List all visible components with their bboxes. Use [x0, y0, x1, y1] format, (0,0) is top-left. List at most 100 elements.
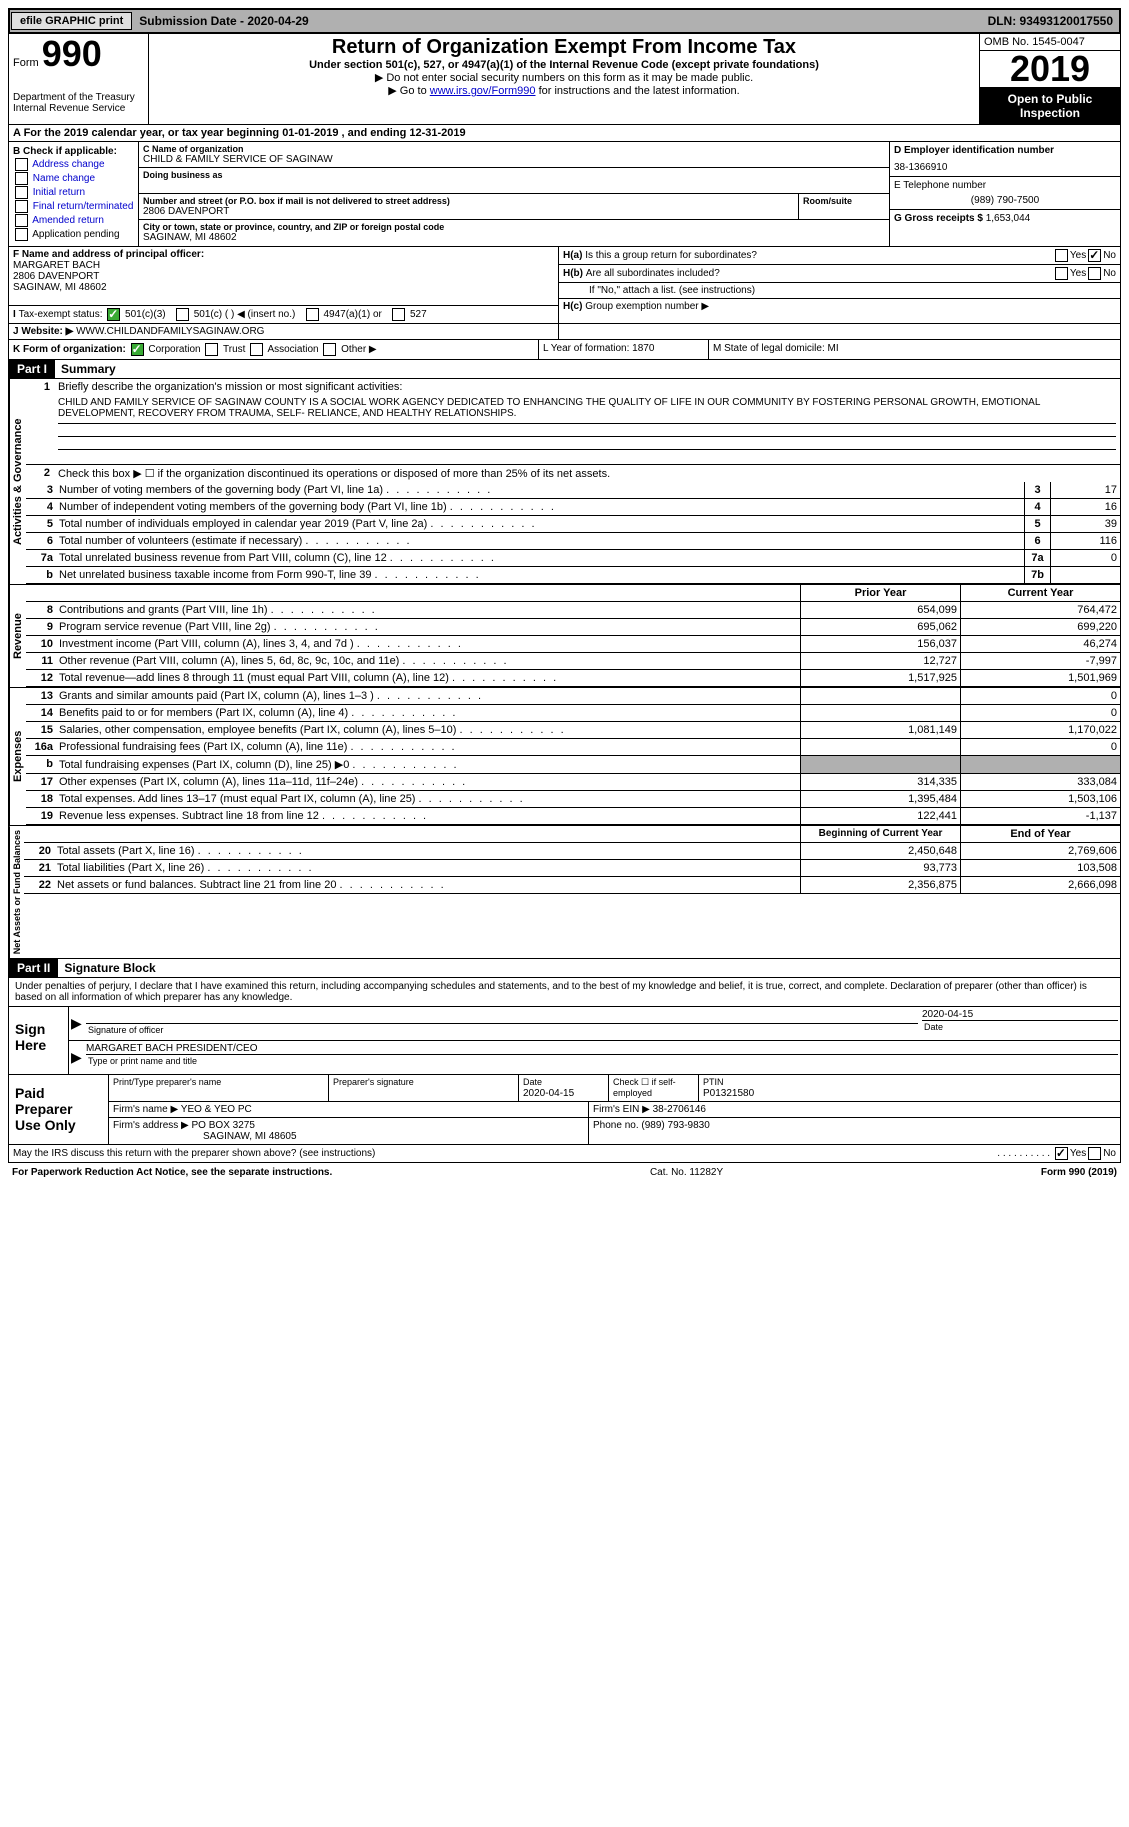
box-fh: F Name and address of principal officer:…	[8, 247, 1121, 324]
website[interactable]: WWW.CHILDANDFAMILYSAGINAW.ORG	[76, 326, 264, 337]
department: Department of the Treasury Internal Reve…	[13, 92, 144, 114]
open-to-public: Open to Public Inspection	[980, 88, 1120, 124]
sign-here-label: Sign Here	[9, 1007, 69, 1074]
summary-line: 6Total number of volunteers (estimate if…	[26, 533, 1120, 550]
irs-link[interactable]: www.irs.gov/Form990	[430, 85, 536, 97]
top-bar: efile GRAPHIC print Submission Date - 20…	[8, 8, 1121, 34]
data-line: 22Net assets or fund balances. Subtract …	[24, 877, 1120, 894]
firm-name: YEO & YEO PC	[181, 1104, 252, 1115]
chk-association[interactable]	[250, 343, 263, 356]
form-label: Form	[13, 57, 39, 69]
discuss-yes[interactable]	[1055, 1147, 1068, 1160]
data-line: 8Contributions and grants (Part VIII, li…	[26, 602, 1120, 619]
opt-application-pending[interactable]: Application pending	[13, 228, 134, 241]
ha-yes[interactable]	[1055, 249, 1068, 262]
room-label: Room/suite	[803, 196, 885, 206]
row-a-tax-year: A For the 2019 calendar year, or tax yea…	[8, 125, 1121, 142]
summary-line: 7aTotal unrelated business revenue from …	[26, 550, 1120, 567]
org-name-label: C Name of organization	[143, 144, 885, 154]
data-line: 12Total revenue—add lines 8 through 11 (…	[26, 670, 1120, 687]
data-line: 17Other expenses (Part IX, column (A), l…	[26, 774, 1120, 791]
netassets-header: Beginning of Current Year End of Year	[24, 826, 1120, 843]
arrow-icon: ▶	[69, 1007, 84, 1040]
address: 2806 DAVENPORT	[143, 206, 794, 217]
ha-no[interactable]	[1088, 249, 1101, 262]
netassets-section: Net Assets or Fund Balances Beginning of…	[8, 826, 1121, 959]
perjury-text: Under penalties of perjury, I declare th…	[9, 978, 1120, 1006]
chk-corporation[interactable]	[131, 343, 144, 356]
ha-question: Is this a group return for subordinates?	[585, 250, 1053, 261]
subtitle: Under section 501(c), 527, or 4947(a)(1)…	[153, 59, 975, 71]
gross-label: G Gross receipts $	[894, 213, 983, 224]
opt-final-return[interactable]: Final return/terminated	[13, 200, 134, 213]
data-line: 16aProfessional fundraising fees (Part I…	[26, 739, 1120, 756]
chk-527[interactable]	[392, 308, 405, 321]
state-domicile: M State of legal domicile: MI	[709, 340, 1120, 359]
hb-note: If "No," attach a list. (see instruction…	[559, 283, 1120, 299]
summary-line: bNet unrelated business taxable income f…	[26, 567, 1120, 584]
summary-line: 3Number of voting members of the governi…	[26, 482, 1120, 499]
form-number: 990	[42, 33, 102, 74]
preparer-name-label: Print/Type preparer's name	[113, 1077, 324, 1087]
chk-other[interactable]	[323, 343, 336, 356]
gross-receipts: 1,653,044	[986, 213, 1031, 224]
chk-4947[interactable]	[306, 308, 319, 321]
address-label: Number and street (or P.O. box if mail i…	[143, 196, 794, 206]
chk-trust[interactable]	[205, 343, 218, 356]
opt-amended-return[interactable]: Amended return	[13, 214, 134, 227]
data-line: 18Total expenses. Add lines 13–17 (must …	[26, 791, 1120, 808]
dba-label: Doing business as	[143, 170, 885, 180]
officer-signed-name: MARGARET BACH PRESIDENT/CEO	[86, 1043, 1118, 1054]
chk-501c[interactable]	[176, 308, 189, 321]
netassets-label: Net Assets or Fund Balances	[9, 826, 24, 958]
preparer-sig-label: Preparer's signature	[333, 1077, 514, 1087]
paid-date: 2020-04-15	[523, 1088, 574, 1099]
form-ref: Form 990 (2019)	[1041, 1167, 1117, 1178]
data-line: 11Other revenue (Part VIII, column (A), …	[26, 653, 1120, 670]
footer-discuss: May the IRS discuss this return with the…	[8, 1145, 1121, 1163]
efile-button[interactable]: efile GRAPHIC print	[11, 12, 132, 30]
data-line: 20Total assets (Part X, line 16) 2,450,6…	[24, 843, 1120, 860]
expenses-label: Expenses	[9, 688, 26, 825]
note-1: Do not enter social security numbers on …	[153, 71, 975, 84]
box-b: B Check if applicable: Address change Na…	[9, 142, 139, 246]
data-line: 9Program service revenue (Part VIII, lin…	[26, 619, 1120, 636]
data-line: bTotal fundraising expenses (Part IX, co…	[26, 756, 1120, 774]
ptin: P01321580	[703, 1088, 754, 1099]
city-label: City or town, state or province, country…	[143, 222, 885, 232]
opt-initial-return[interactable]: Initial return	[13, 186, 134, 199]
dln: DLN: 93493120017550	[988, 14, 1113, 28]
hb-yes[interactable]	[1055, 267, 1068, 280]
box-d: D Employer identification number 38-1366…	[890, 142, 1120, 246]
firm-address: PO BOX 3275	[192, 1120, 255, 1131]
activities-section: Activities & Governance 1 Briefly descri…	[8, 379, 1121, 585]
footer-last: For Paperwork Reduction Act Notice, see …	[8, 1163, 1121, 1182]
data-line: 15Salaries, other compensation, employee…	[26, 722, 1120, 739]
org-name: CHILD & FAMILY SERVICE OF SAGINAW	[143, 154, 885, 165]
revenue-label: Revenue	[9, 585, 26, 687]
hb-question: Are all subordinates included?	[586, 268, 1053, 279]
part2-header: Part II Signature Block	[8, 959, 1121, 978]
chk-501c3[interactable]	[107, 308, 120, 321]
self-employed-check[interactable]: Check ☐ if self-employed	[609, 1075, 699, 1101]
firm-phone: (989) 793-9830	[641, 1120, 709, 1131]
officer-addr2: SAGINAW, MI 48602	[13, 282, 554, 293]
mission-label: Briefly describe the organization's miss…	[58, 381, 402, 393]
city: SAGINAW, MI 48602	[143, 232, 885, 243]
summary-line: 5Total number of individuals employed in…	[26, 516, 1120, 533]
discuss-no[interactable]	[1088, 1147, 1101, 1160]
hc-label: Group exemption number ▶	[585, 301, 709, 312]
opt-name-change[interactable]: Name change	[13, 172, 134, 185]
main-info-box: B Check if applicable: Address change Na…	[8, 142, 1121, 247]
hb-no[interactable]	[1088, 267, 1101, 280]
mission-text: CHILD AND FAMILY SERVICE OF SAGINAW COUN…	[58, 393, 1116, 423]
data-line: 21Total liabilities (Part X, line 26) 93…	[24, 860, 1120, 877]
note-2: Go to www.irs.gov/Form990 for instructio…	[153, 84, 975, 97]
tax-exempt-label: Tax-exempt status:	[19, 309, 103, 320]
opt-address-change[interactable]: Address change	[13, 158, 134, 171]
data-line: 19Revenue less expenses. Subtract line 1…	[26, 808, 1120, 825]
firm-address2: SAGINAW, MI 48605	[203, 1131, 297, 1142]
cat-no: Cat. No. 11282Y	[332, 1167, 1041, 1178]
revenue-section: Revenue Prior Year Current Year 8Contrib…	[8, 585, 1121, 688]
date-label: Date	[922, 1020, 1118, 1033]
